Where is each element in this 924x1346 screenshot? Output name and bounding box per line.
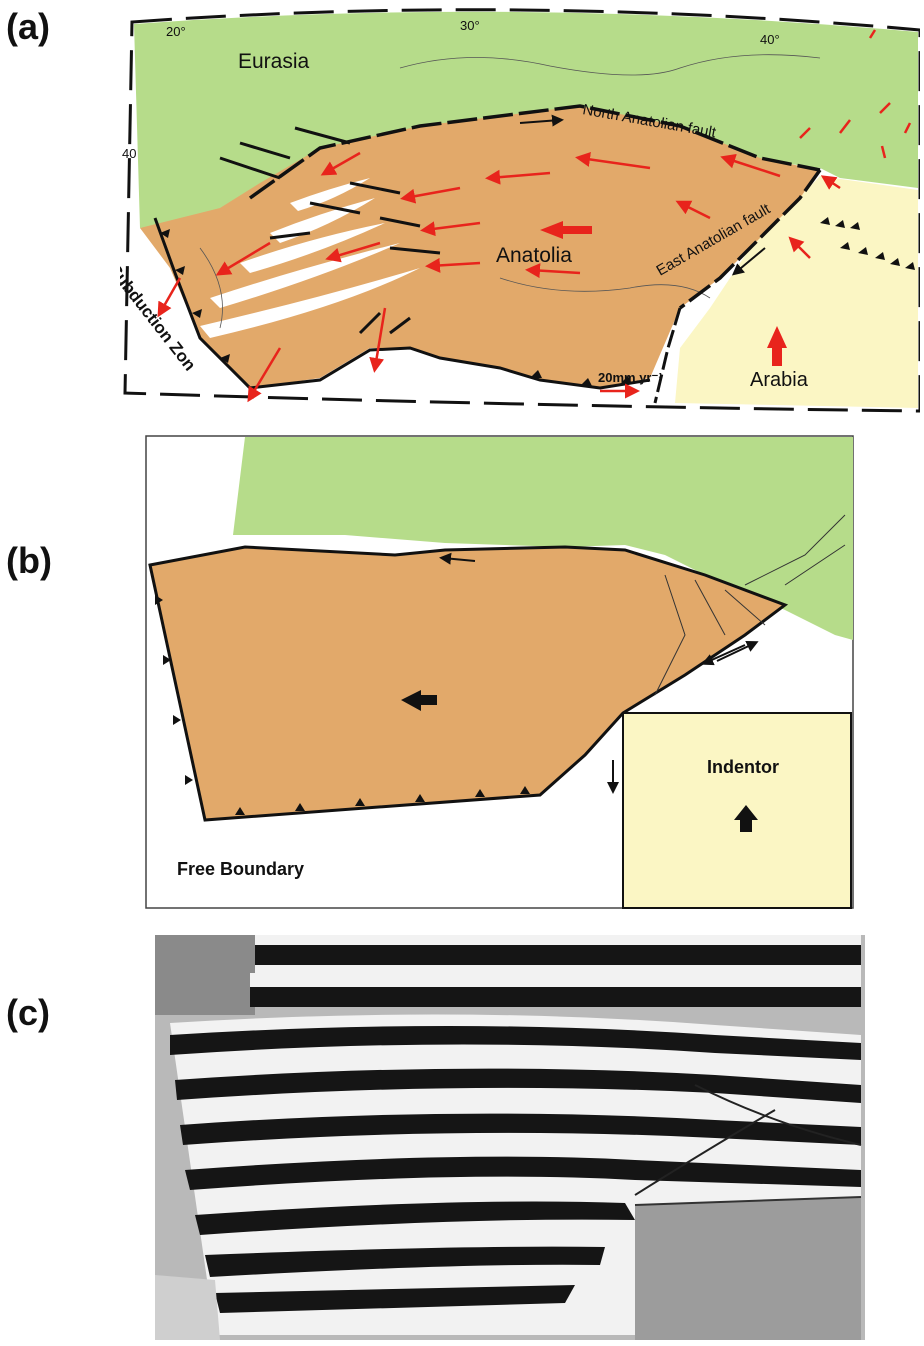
photo-fault-1 <box>694 1084 862 1146</box>
aegean-extension-stripes <box>200 178 420 338</box>
east-slip-arrow-2 <box>716 641 759 662</box>
north-slip-arrow <box>439 552 476 565</box>
indentor-motion-arrow <box>734 805 758 832</box>
subduction-boundary <box>153 217 651 390</box>
panel-c-letter: (c) <box>6 992 50 1033</box>
east-anatolian-fault <box>678 168 822 310</box>
internal-borders <box>199 54 821 329</box>
panel-b-schematic: Indentor Free Boundary <box>145 435 854 909</box>
anatolia-motion-arrow <box>540 221 592 239</box>
dead-sea-fault <box>653 307 682 404</box>
indentor-label: Indentor <box>707 757 779 777</box>
lon-40-label: 40° <box>760 32 780 47</box>
panel-c-photo <box>155 935 865 1340</box>
arabia-motion-arrow <box>767 326 787 366</box>
escape-motion-arrow <box>401 690 437 711</box>
thrust-teeth <box>155 595 530 815</box>
anatolia-plate <box>140 106 820 388</box>
panel-b-letter: (b) <box>6 540 52 581</box>
panel-a-letter: (a) <box>6 6 50 47</box>
caucasus-thrusts <box>820 217 915 270</box>
arabia-plate <box>675 176 918 408</box>
arabia-label: Arabia <box>750 369 809 391</box>
escaping-block <box>148 545 789 822</box>
velocity-arrows <box>157 29 912 403</box>
eurasia-plate <box>134 11 918 228</box>
photo-indentor <box>635 1197 861 1340</box>
lat-40-label: 40 <box>122 146 136 161</box>
lon-30-label: 30° <box>460 18 480 33</box>
north-anatolian-fault <box>248 104 821 200</box>
scale-label: 20mm yr⁻¹ <box>598 370 663 385</box>
internal-faults <box>654 514 846 696</box>
free-boundary-label: Free Boundary <box>177 859 304 879</box>
photo-fault-2 <box>634 1109 776 1196</box>
aegean-faults <box>219 126 441 335</box>
panel-a-map: 20° 30° 40° 40 Eurasia Anatolia Arabia N… <box>120 8 920 413</box>
upper-block <box>233 437 853 640</box>
upper-stripes <box>250 935 861 1007</box>
east-slip-arrow <box>701 644 746 666</box>
eaf-slip-arrow <box>731 247 766 276</box>
naf-slip-arrow <box>519 114 564 127</box>
eurasia-label: Eurasia <box>238 50 310 73</box>
lon-20-label: 20° <box>166 24 186 39</box>
anatolia-label: Anatolia <box>496 244 572 267</box>
subduction-teeth <box>160 229 632 386</box>
indentor-block <box>622 712 852 909</box>
